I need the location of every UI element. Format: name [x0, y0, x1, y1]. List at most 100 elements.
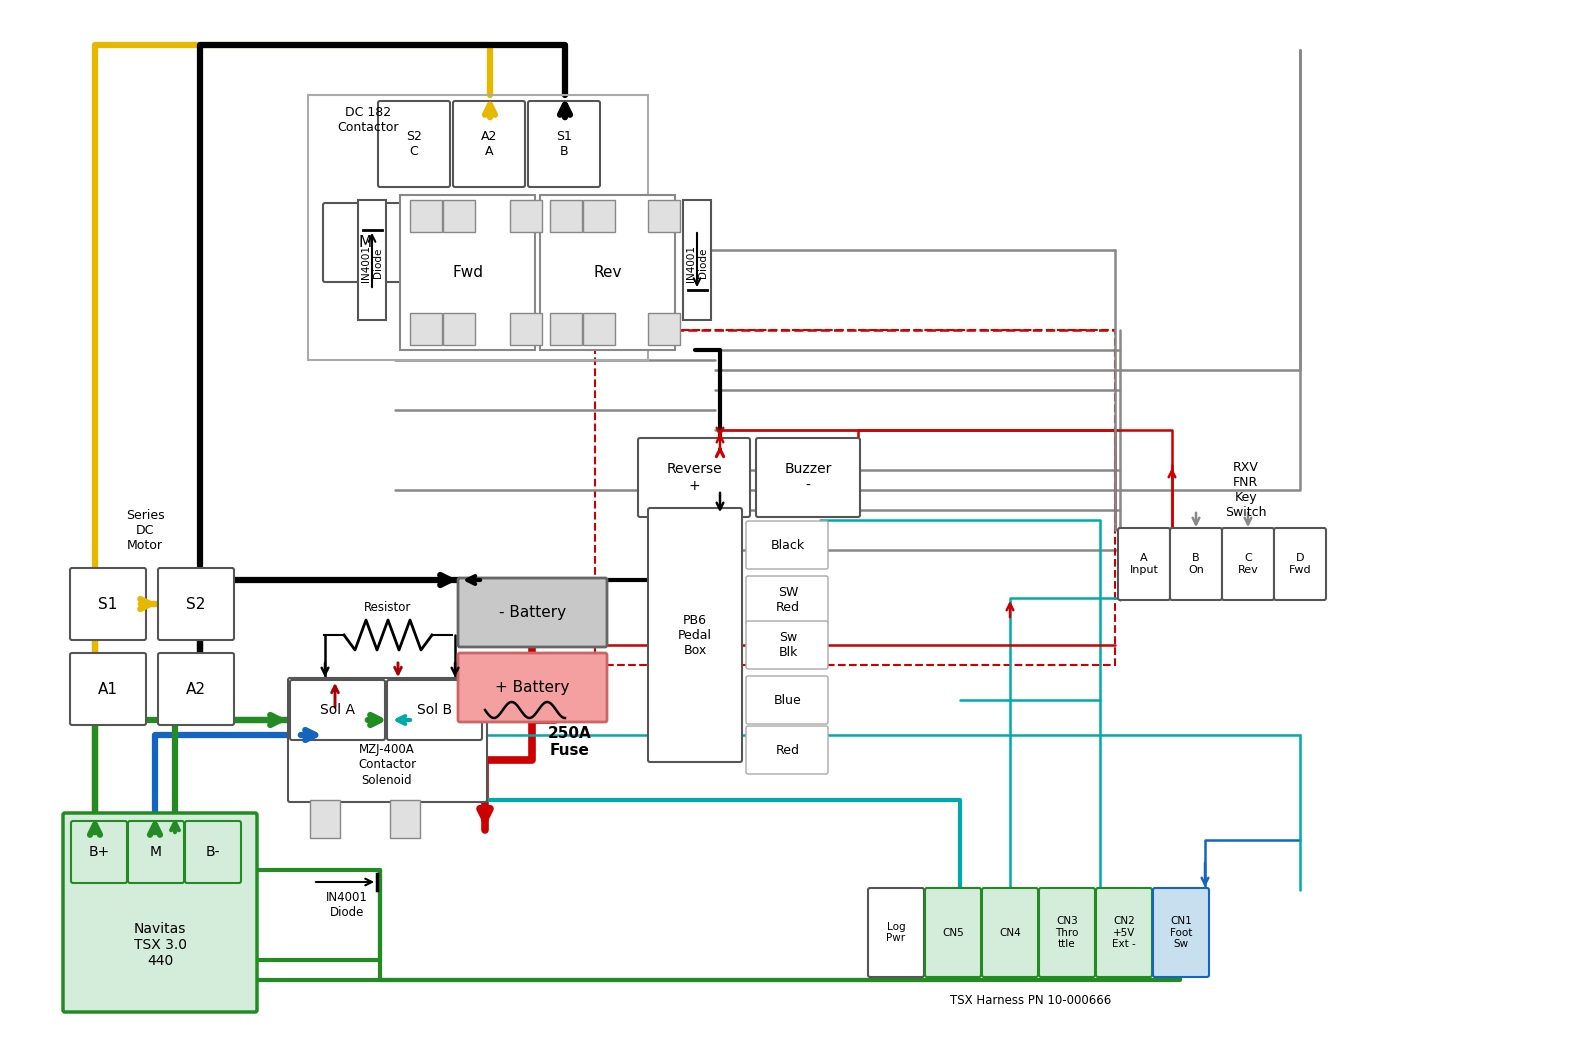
Text: + Battery: + Battery — [495, 680, 570, 695]
Bar — [510, 200, 542, 232]
FancyBboxPatch shape — [638, 438, 750, 517]
Text: DC 182
Contactor: DC 182 Contactor — [337, 106, 399, 134]
FancyBboxPatch shape — [453, 101, 526, 187]
Text: A1: A1 — [98, 681, 118, 697]
FancyBboxPatch shape — [157, 653, 233, 725]
Bar — [583, 200, 615, 232]
Bar — [683, 200, 711, 320]
FancyBboxPatch shape — [1153, 888, 1208, 977]
FancyBboxPatch shape — [129, 821, 184, 883]
FancyBboxPatch shape — [70, 568, 146, 640]
Text: A
Input: A Input — [1129, 553, 1158, 575]
Text: Log
Pwr: Log Pwr — [886, 922, 905, 944]
FancyBboxPatch shape — [924, 888, 981, 977]
Text: M: M — [359, 235, 372, 250]
FancyBboxPatch shape — [291, 680, 384, 740]
Text: CN4: CN4 — [999, 928, 1021, 937]
FancyBboxPatch shape — [746, 676, 827, 724]
FancyBboxPatch shape — [287, 678, 488, 802]
FancyBboxPatch shape — [70, 653, 146, 725]
Text: Rev: Rev — [594, 265, 622, 280]
Text: D
Fwd: D Fwd — [1289, 553, 1312, 575]
Text: CN5: CN5 — [942, 928, 964, 937]
Text: Buzzer
-: Buzzer - — [784, 462, 832, 492]
FancyBboxPatch shape — [1096, 888, 1151, 977]
Text: PB6
Pedal
Box: PB6 Pedal Box — [678, 613, 711, 656]
Text: M: M — [149, 845, 162, 859]
Text: IN4001
Diode: IN4001 Diode — [360, 245, 383, 281]
FancyBboxPatch shape — [1274, 528, 1326, 600]
Text: Reverse
+: Reverse + — [667, 462, 723, 492]
FancyBboxPatch shape — [64, 813, 257, 1012]
FancyBboxPatch shape — [648, 508, 742, 762]
FancyBboxPatch shape — [1039, 888, 1096, 977]
FancyBboxPatch shape — [746, 576, 827, 624]
Text: B-: B- — [206, 845, 221, 859]
Text: CN1
Foot
Sw: CN1 Foot Sw — [1170, 915, 1193, 949]
FancyBboxPatch shape — [746, 621, 827, 669]
FancyBboxPatch shape — [378, 101, 449, 187]
Text: IN4001
Diode: IN4001 Diode — [326, 891, 368, 919]
Bar — [357, 200, 386, 320]
FancyBboxPatch shape — [184, 821, 241, 883]
FancyBboxPatch shape — [981, 888, 1039, 977]
Text: A2: A2 — [186, 681, 206, 697]
Text: S1
B: S1 B — [556, 130, 572, 158]
FancyBboxPatch shape — [457, 578, 607, 647]
Text: TSX Harness PN 10-000666: TSX Harness PN 10-000666 — [950, 994, 1112, 1006]
Bar — [648, 314, 680, 345]
Text: S1: S1 — [98, 597, 118, 611]
Bar — [308, 95, 648, 359]
Text: S2: S2 — [186, 597, 206, 611]
Bar — [510, 314, 542, 345]
FancyBboxPatch shape — [457, 653, 607, 722]
Text: Series
DC
Motor: Series DC Motor — [125, 509, 164, 552]
Text: A2
A: A2 A — [481, 130, 497, 158]
Text: Navitas
TSX 3.0
440: Navitas TSX 3.0 440 — [133, 922, 186, 969]
Text: Black: Black — [770, 538, 805, 552]
FancyBboxPatch shape — [527, 101, 600, 187]
Bar — [596, 330, 1115, 665]
FancyBboxPatch shape — [746, 726, 827, 774]
Bar — [648, 200, 680, 232]
FancyBboxPatch shape — [387, 680, 483, 740]
Text: CN3
Thro
ttle: CN3 Thro ttle — [1056, 915, 1078, 949]
Bar — [443, 200, 475, 232]
Text: Sw
Blk: Sw Blk — [778, 631, 797, 659]
FancyBboxPatch shape — [322, 203, 407, 282]
FancyBboxPatch shape — [1223, 528, 1274, 600]
Text: MZJ-400A
Contactor
Solenoid: MZJ-400A Contactor Solenoid — [357, 743, 416, 787]
FancyBboxPatch shape — [746, 521, 827, 568]
Bar — [443, 314, 475, 345]
FancyBboxPatch shape — [1170, 528, 1223, 600]
Bar — [410, 200, 441, 232]
Text: Sol B: Sol B — [418, 703, 453, 717]
Text: IN4001
Diode: IN4001 Diode — [686, 245, 708, 281]
Text: - Battery: - Battery — [499, 605, 565, 620]
Bar — [583, 314, 615, 345]
Text: B+: B+ — [89, 845, 110, 859]
FancyBboxPatch shape — [1118, 528, 1170, 600]
Text: CN2
+5V
Ext -: CN2 +5V Ext - — [1112, 915, 1135, 949]
Text: 250A
Fuse: 250A Fuse — [548, 726, 592, 759]
Text: Red: Red — [777, 743, 800, 757]
Text: SW
Red: SW Red — [777, 586, 800, 614]
Text: Blue: Blue — [773, 694, 802, 706]
Text: Resistor: Resistor — [364, 601, 411, 613]
Bar — [540, 195, 675, 350]
Bar — [400, 195, 535, 350]
Bar — [549, 314, 581, 345]
Text: Sol A: Sol A — [321, 703, 356, 717]
Bar — [410, 314, 441, 345]
Text: S2
C: S2 C — [407, 130, 422, 158]
Bar — [391, 800, 419, 838]
FancyBboxPatch shape — [157, 568, 233, 640]
FancyBboxPatch shape — [869, 888, 924, 977]
Text: B
On: B On — [1188, 553, 1204, 575]
Text: RXV
FNR
Key
Switch: RXV FNR Key Switch — [1224, 461, 1267, 519]
Text: C
Rev: C Rev — [1237, 553, 1258, 575]
FancyBboxPatch shape — [71, 821, 127, 883]
FancyBboxPatch shape — [756, 438, 861, 517]
Bar — [549, 200, 581, 232]
Text: Fwd: Fwd — [453, 265, 483, 280]
